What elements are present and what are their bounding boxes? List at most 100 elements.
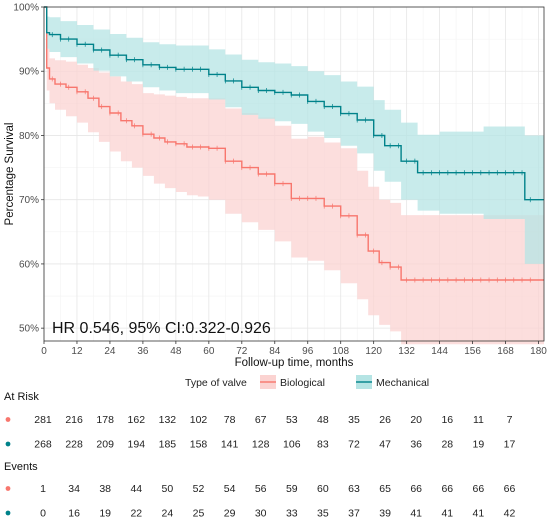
table-cell: 16 [68, 508, 80, 520]
table-cell: 141 [221, 439, 239, 451]
table-cell: 17 [504, 439, 516, 451]
confidence-bands [44, 7, 544, 345]
table-cell: 66 [504, 483, 516, 495]
table-cell: 36 [410, 439, 422, 451]
legend-label-biological: Biological [280, 377, 325, 389]
table-cell: 268 [34, 439, 52, 451]
table-cell: 66 [410, 483, 422, 495]
y-axis-ticks: 50% 60% 70% 80% 90% 100% [13, 3, 44, 335]
table-cell: 48 [317, 414, 329, 426]
table-cell: 25 [193, 508, 205, 520]
table-cell: 44 [130, 483, 142, 495]
legend: Type of valve Biological Mechanical [185, 375, 429, 389]
censor-marks [51, 32, 531, 283]
plot-border [43, 6, 545, 342]
table-cell: 194 [128, 439, 146, 451]
table-cell: 178 [96, 414, 114, 426]
table-cell: 26 [379, 414, 391, 426]
table-cell: 35 [317, 508, 329, 520]
table-cell: 67 [255, 414, 267, 426]
table-cell: 41 [410, 508, 422, 520]
y-tick-label: 100% [13, 3, 39, 14]
row-marker-mechanical [5, 510, 11, 516]
table-cell: 22 [130, 508, 142, 520]
table-cell: 30 [255, 508, 267, 520]
table-cell: 281 [34, 414, 52, 426]
table-cell: 19 [99, 508, 111, 520]
table-cell: 128 [252, 439, 270, 451]
table-cell: 41 [473, 508, 485, 520]
table-cell: 66 [441, 483, 453, 495]
table-cell: 78 [224, 414, 236, 426]
legend-title: Type of valve [185, 377, 247, 389]
table-cell: 0 [40, 508, 46, 520]
table-cell: 29 [224, 508, 236, 520]
y-tick-label: 90% [19, 67, 39, 78]
table-cell: 24 [162, 508, 174, 520]
row-marker-mechanical [5, 441, 11, 447]
table-cell: 52 [193, 483, 205, 495]
events-title: Events [4, 461, 38, 473]
table-cell: 185 [159, 439, 177, 451]
row-marker-biological [5, 417, 11, 422]
table-cell: 83 [317, 439, 329, 451]
km-plot-area: HR 0.546, 95% CI:0.322-0.926 [43, 6, 545, 345]
x-tick-label: 168 [497, 346, 514, 357]
x-tick-label: 0 [41, 346, 47, 357]
table-cell: 16 [441, 414, 453, 426]
table-cell: 47 [379, 439, 391, 451]
legend-label-mechanical: Mechanical [376, 377, 429, 389]
table-cell: 102 [190, 414, 208, 426]
table-cell: 53 [286, 414, 298, 426]
x-tick-label: 24 [104, 346, 116, 357]
table-cell: 19 [473, 439, 485, 451]
table-cell: 11 [473, 414, 484, 426]
x-tick-label: 48 [170, 346, 182, 357]
table-cell: 228 [65, 439, 83, 451]
risk-table: At Risk 281 216 178 162 132 102 78 67 53 48 35 26 20… [4, 391, 515, 520]
table-cell: 50 [162, 483, 174, 495]
table-cell: 7 [507, 414, 513, 426]
table-cell: 60 [317, 483, 329, 495]
table-cell: 56 [255, 483, 267, 495]
hazard-ratio-annotation: HR 0.546, 95% CI:0.322-0.926 [52, 320, 271, 337]
x-tick-label: 132 [398, 346, 415, 357]
table-cell: 33 [286, 508, 298, 520]
table-cell: 72 [348, 439, 360, 451]
x-tick-label: 36 [137, 346, 149, 357]
table-cell: 34 [68, 483, 80, 495]
table-cell: 38 [99, 483, 111, 495]
x-tick-label: 180 [530, 346, 547, 357]
x-tick-label: 108 [332, 346, 349, 357]
table-cell: 20 [410, 414, 422, 426]
x-tick-label: 84 [269, 346, 281, 357]
x-tick-label: 60 [203, 346, 215, 357]
x-axis-ticks: 0 12 24 36 48 60 72 84 96 108 120 132 144 156 168 180 [41, 341, 547, 357]
table-cell: 209 [96, 439, 114, 451]
table-cell: 41 [441, 508, 453, 520]
table-cell: 39 [379, 508, 391, 520]
row-marker-biological [5, 486, 11, 491]
table-cell: 37 [348, 508, 360, 520]
table-cell: 54 [224, 483, 236, 495]
table-cell: 106 [283, 439, 301, 451]
y-tick-label: 60% [19, 259, 39, 270]
x-tick-label: 144 [431, 346, 448, 357]
x-tick-label: 156 [464, 346, 481, 357]
table-cell: 66 [473, 483, 485, 495]
y-tick-label: 80% [19, 131, 39, 142]
table-cell: 65 [379, 483, 391, 495]
table-cell: 1 [40, 483, 46, 495]
table-cell: 162 [128, 414, 146, 426]
table-cell: 132 [159, 414, 177, 426]
table-cell: 216 [65, 414, 83, 426]
x-tick-label: 96 [302, 346, 314, 357]
x-tick-label: 72 [236, 346, 248, 357]
table-cell: 158 [190, 439, 208, 451]
x-axis-label: Follow-up time, months [235, 357, 354, 369]
x-tick-label: 120 [365, 346, 382, 357]
y-axis-label: Percentage Survival [4, 123, 16, 226]
confidence-band-mechanical [44, 7, 544, 264]
table-cell: 35 [348, 414, 360, 426]
